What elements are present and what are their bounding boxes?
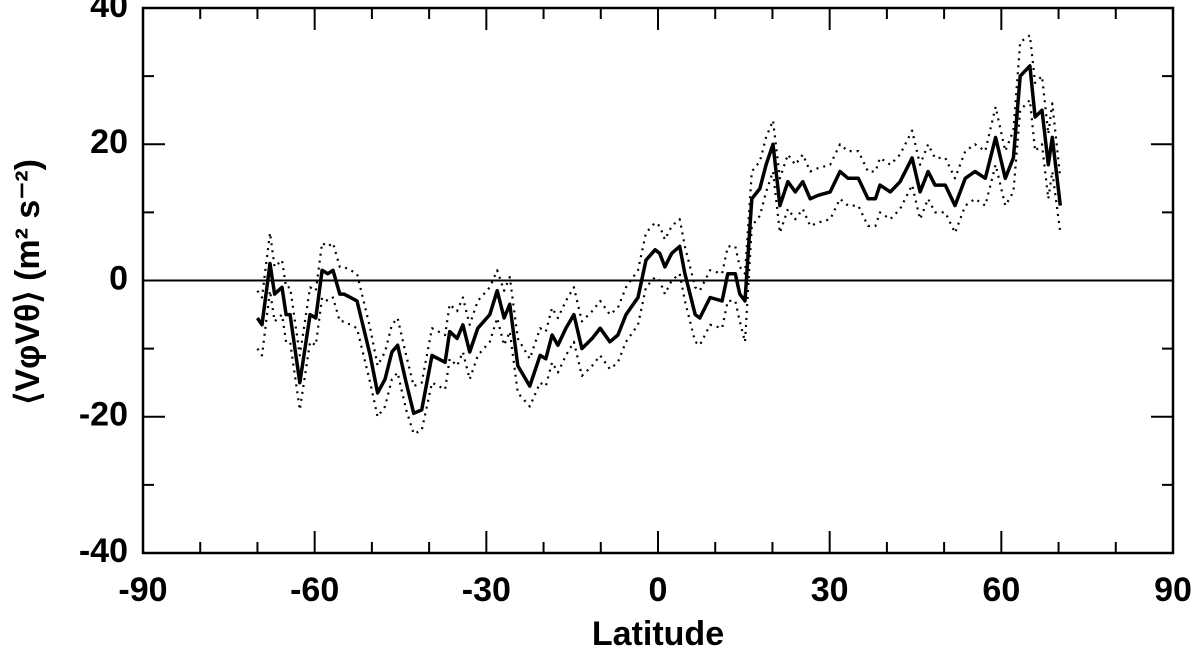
y-tick-label: -20: [79, 396, 128, 434]
x-tick-label: -30: [462, 571, 511, 609]
y-axis-label: ⟨VφVθ⟩ (m² s⁻²): [9, 159, 47, 405]
data-line: [255, 64, 1063, 416]
x-tick-label: -90: [118, 571, 167, 609]
x-tick-label: 60: [982, 571, 1020, 609]
y-tick-label: 20: [90, 123, 128, 161]
x-tick-label: 30: [811, 571, 849, 609]
y-tick-label: 40: [90, 0, 128, 25]
error-bound: [256, 98, 1062, 435]
y-tick-label: 0: [109, 259, 128, 297]
error-bound: [256, 34, 1062, 388]
x-tick-label: 0: [649, 571, 668, 609]
x-tick-label: 90: [1154, 571, 1192, 609]
x-tick-label: -60: [290, 571, 339, 609]
x-axis-label: Latitude: [592, 615, 724, 653]
y-tick-label: -40: [79, 532, 128, 570]
